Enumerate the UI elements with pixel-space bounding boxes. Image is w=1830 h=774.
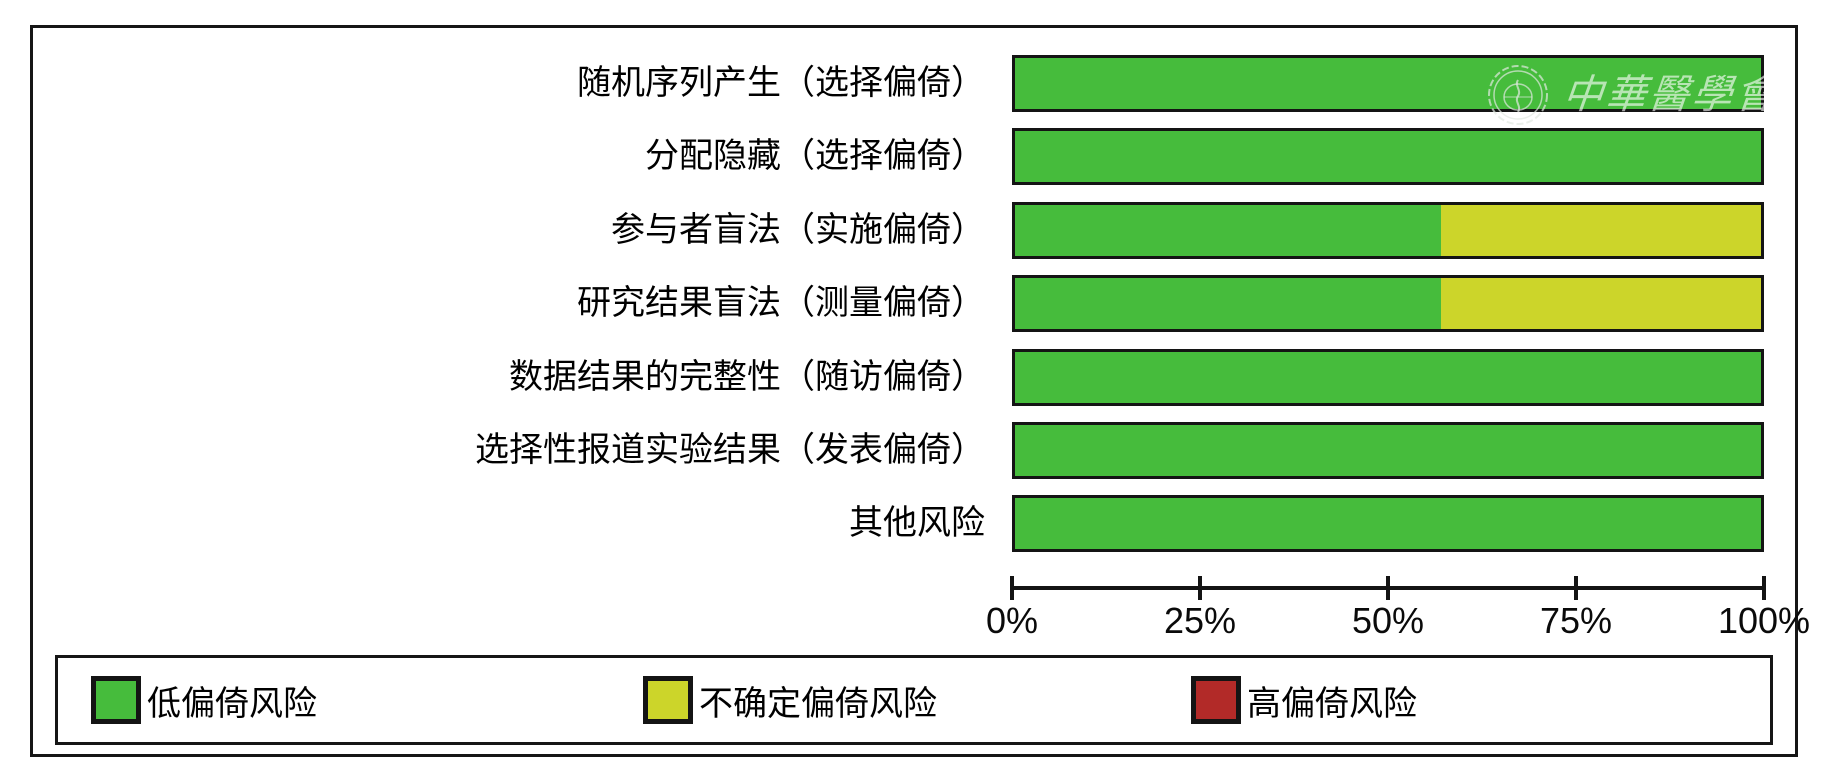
bias-bar [1012,349,1764,406]
axis-tick [1198,576,1202,600]
legend-label: 不确定偏倚风险 [699,685,937,723]
bar-segment-low-risk [1015,498,1761,549]
axis-tick-label: 100% [1717,600,1811,641]
row-label-random-sequence: 随机序列产生（选择偏倚） [577,65,985,102]
axis-tick-label: 25% [1163,600,1237,641]
legend-label: 低偏倚风险 [147,685,317,723]
bar-segment-low-risk [1015,131,1761,182]
bar-segment-low-risk [1015,58,1761,109]
bias-bar [1012,128,1764,185]
bar-segment-low-risk [1015,425,1761,476]
legend-swatch-low-risk-icon [91,676,141,724]
bar-segment-low-risk [1015,352,1761,403]
legend-swatch-unclear-risk-icon [643,676,693,724]
x-axis-labels: 0% 25% 50% 75% 100% [986,600,1810,644]
axis-tick-label: 0% [985,600,1039,641]
bias-bar [1012,55,1764,112]
legend-item-high-risk: 高偏倚风险 [1191,658,1417,742]
row-label-incomplete-data: 数据结果的完整性（随访偏倚） [509,359,985,396]
axis-tick [1762,576,1766,600]
bar-segment-low-risk [1015,278,1441,329]
axis-tick [1010,576,1014,600]
bias-bar [1012,422,1764,479]
legend-item-low-risk: 低偏倚风险 [91,658,317,742]
legend-label: 高偏倚风险 [1247,685,1417,723]
row-label-outcome-blinding: 研究结果盲法（测量偏倚） [577,285,985,322]
row-label-selective-reporting: 选择性报道实验结果（发表偏倚） [475,432,985,469]
bar-segment-low-risk [1015,205,1441,256]
axis-tick-label: 75% [1539,600,1613,641]
x-axis-ticks [1010,576,1766,600]
bar-segment-unclear-risk [1440,278,1761,329]
axis-tick-label: 50% [1351,600,1425,641]
legend-item-unclear-risk: 不确定偏倚风险 [643,658,937,742]
bar-segment-unclear-risk [1440,205,1761,256]
axis-tick [1386,576,1390,600]
legend-swatch-high-risk-icon [1191,676,1241,724]
row-label-other-bias: 其他风险 [849,505,985,542]
legend: 低偏倚风险 不确定偏倚风险 高偏倚风险 [55,655,1773,745]
axis-tick [1574,576,1578,600]
bias-bar [1012,275,1764,332]
bias-bar [1012,202,1764,259]
bias-bar [1012,495,1764,552]
row-label-participant-blinding: 参与者盲法（实施偏倚） [611,212,985,249]
row-label-allocation-concealment: 分配隐藏（选择偏倚） [645,138,985,175]
